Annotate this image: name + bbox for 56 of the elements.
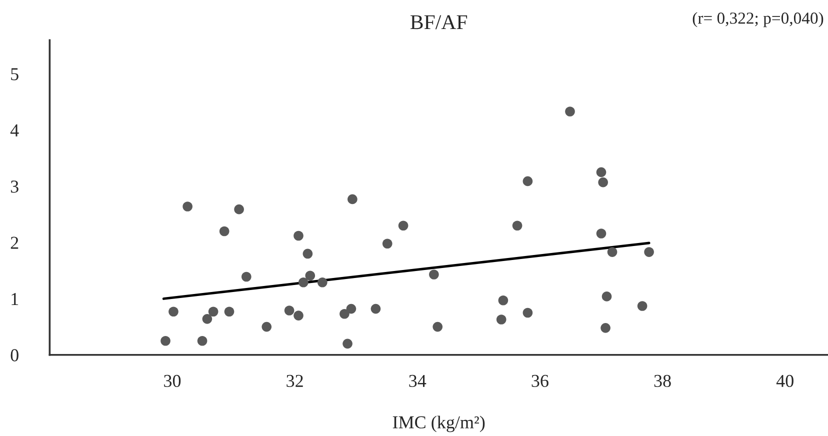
point [168, 306, 178, 317]
point [432, 322, 443, 332]
point [294, 230, 304, 241]
y-tick-label: 4 [10, 124, 19, 136]
point [202, 314, 212, 324]
point [317, 277, 328, 288]
point [644, 247, 654, 257]
point [512, 220, 522, 231]
point [340, 308, 350, 319]
point [637, 301, 648, 311]
x-tick-label: 30 [164, 374, 181, 388]
point [160, 336, 170, 346]
x-tick-label: 34 [409, 374, 426, 388]
point [234, 204, 244, 214]
point [382, 238, 392, 249]
point [596, 167, 606, 178]
chart-title: BF/AF [410, 15, 468, 30]
x-tick-label: 32 [286, 374, 303, 388]
point [302, 248, 313, 259]
x-tick-label: 40 [776, 374, 794, 388]
point [219, 226, 230, 236]
point [182, 202, 192, 212]
y-tick-label: 5 [11, 68, 18, 80]
point [305, 270, 316, 281]
point [224, 306, 234, 317]
point [197, 336, 208, 346]
x-axis-title: IMC (kg/m²) [392, 416, 485, 432]
point [596, 228, 606, 238]
y-tick-label: 0 [10, 349, 18, 362]
y-tick-label: 2 [10, 236, 18, 249]
point [496, 314, 506, 324]
point [398, 220, 408, 231]
point [342, 338, 352, 349]
point [602, 292, 612, 302]
y-tick-label: 1 [12, 293, 18, 305]
point [346, 304, 356, 314]
x-tick-label: 36 [532, 374, 548, 388]
point [522, 176, 533, 186]
point [498, 295, 508, 306]
point [294, 310, 304, 320]
point [607, 247, 618, 257]
point [600, 323, 610, 333]
point [565, 106, 575, 116]
point [429, 270, 439, 280]
point [262, 322, 272, 332]
point [284, 306, 294, 316]
point [208, 306, 218, 317]
point [598, 177, 608, 188]
point [298, 277, 308, 288]
text: (r= 0,322; p=0,040) [692, 12, 824, 28]
point [348, 194, 358, 204]
point [241, 272, 252, 282]
point [370, 304, 381, 314]
point [522, 308, 533, 318]
y-tick-label: 3 [10, 180, 18, 193]
x-tick-label: 38 [654, 374, 671, 388]
